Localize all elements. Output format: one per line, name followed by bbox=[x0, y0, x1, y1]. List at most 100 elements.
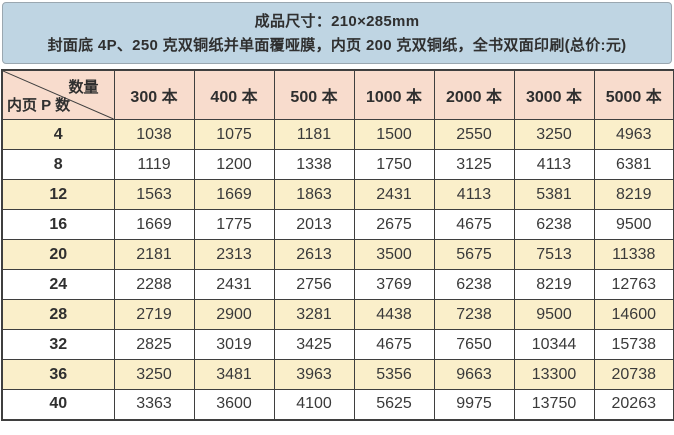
price-cell: 13300 bbox=[513, 359, 595, 390]
paper-spec-text: 封面底 4P、250 克双铜纸并单面覆哑膜，内页 200 克双铜纸，全书双面印刷… bbox=[47, 36, 627, 54]
price-cell: 2675 bbox=[353, 209, 435, 240]
price-cell: 1863 bbox=[273, 179, 355, 210]
column-header: 1000 本 bbox=[353, 69, 435, 120]
price-cell: 14600 bbox=[593, 299, 674, 330]
price-cell: 4675 bbox=[353, 329, 435, 360]
column-header: 3000 本 bbox=[513, 69, 595, 120]
price-cell: 3250 bbox=[113, 359, 195, 390]
row-header: 32 bbox=[1, 329, 115, 360]
price-cell: 10344 bbox=[513, 329, 595, 360]
price-cell: 4113 bbox=[433, 179, 515, 210]
price-cell: 2756 bbox=[273, 269, 355, 300]
price-cell: 1750 bbox=[353, 149, 435, 180]
price-cell: 6238 bbox=[513, 209, 595, 240]
row-header: 36 bbox=[1, 359, 115, 390]
price-cell: 9500 bbox=[513, 299, 595, 330]
pages-label: 内页 P 数 bbox=[7, 97, 71, 114]
column-header: 500 本 bbox=[273, 69, 355, 120]
price-cell: 20263 bbox=[593, 389, 674, 420]
price-cell: 8219 bbox=[593, 179, 674, 210]
price-cell: 2900 bbox=[193, 299, 275, 330]
price-cell: 1181 bbox=[273, 119, 355, 150]
price-cell: 1338 bbox=[273, 149, 355, 180]
price-cell: 2431 bbox=[193, 269, 275, 300]
price-cell: 3600 bbox=[193, 389, 275, 420]
column-header: 5000 本 bbox=[593, 69, 674, 120]
row-header: 40 bbox=[1, 389, 115, 420]
column-header: 2000 本 bbox=[433, 69, 515, 120]
price-cell: 3963 bbox=[273, 359, 355, 390]
table-row: 20 2181 2313 2613 3500 5675 7513 11338 bbox=[1, 239, 674, 270]
price-cell: 3250 bbox=[513, 119, 595, 150]
price-cell: 3425 bbox=[273, 329, 355, 360]
price-cell: 6381 bbox=[593, 149, 674, 180]
table-row: 8 1119 1200 1338 1750 3125 4113 6381 bbox=[1, 149, 674, 180]
price-cell: 11338 bbox=[593, 239, 674, 270]
price-cell: 1119 bbox=[113, 149, 195, 180]
price-cell: 5675 bbox=[433, 239, 515, 270]
row-header: 4 bbox=[1, 119, 115, 150]
table-row: 36 3250 3481 3963 5356 9663 13300 20738 bbox=[1, 359, 674, 390]
row-header: 24 bbox=[1, 269, 115, 300]
table-row: 12 1563 1669 1863 2431 4113 5381 8219 bbox=[1, 179, 674, 210]
price-cell: 9500 bbox=[593, 209, 674, 240]
price-cell: 13750 bbox=[513, 389, 595, 420]
column-header: 300 本 bbox=[113, 69, 195, 120]
price-cell: 1200 bbox=[193, 149, 275, 180]
price-cell: 3769 bbox=[353, 269, 435, 300]
price-cell: 9663 bbox=[433, 359, 515, 390]
price-cell: 1038 bbox=[113, 119, 195, 150]
row-header: 12 bbox=[1, 179, 115, 210]
price-cell: 2313 bbox=[193, 239, 275, 270]
price-cell: 7650 bbox=[433, 329, 515, 360]
price-cell: 3281 bbox=[273, 299, 355, 330]
price-cell: 1075 bbox=[193, 119, 275, 150]
price-cell: 1669 bbox=[113, 209, 195, 240]
table-row: 24 2288 2431 2756 3769 6238 8219 12763 bbox=[1, 269, 674, 300]
price-cell: 5381 bbox=[513, 179, 595, 210]
price-cell: 4100 bbox=[273, 389, 355, 420]
price-cell: 4675 bbox=[433, 209, 515, 240]
diagonal-divider-icon bbox=[3, 71, 114, 119]
price-cell: 2181 bbox=[113, 239, 195, 270]
price-cell: 4438 bbox=[353, 299, 435, 330]
price-cell: 2431 bbox=[353, 179, 435, 210]
price-cell: 20738 bbox=[593, 359, 674, 390]
column-header: 400 本 bbox=[193, 69, 275, 120]
price-cell: 7513 bbox=[513, 239, 595, 270]
table-body: 4 1038 1075 1181 1500 2550 3250 4963 8 1119 1200 13… bbox=[1, 119, 674, 420]
price-table: 数量 内页 P 数 300 本 400 本 500 本 1000 本 2000 本 300… bbox=[1, 69, 674, 421]
table-header-row: 数量 内页 P 数 300 本 400 本 500 本 1000 本 2000 本 300… bbox=[1, 69, 674, 120]
price-cell: 12763 bbox=[593, 269, 674, 300]
table-row: 40 3363 3600 4100 5625 9975 13750 20263 bbox=[1, 389, 674, 420]
quantity-label: 数量 bbox=[68, 79, 99, 96]
table-row: 16 1669 1775 2013 2675 4675 6238 9500 bbox=[1, 209, 674, 240]
price-cell: 1775 bbox=[193, 209, 275, 240]
row-header: 8 bbox=[1, 149, 115, 180]
table-row: 4 1038 1075 1181 1500 2550 3250 4963 bbox=[1, 119, 674, 150]
price-cell: 2613 bbox=[273, 239, 355, 270]
price-cell: 3481 bbox=[193, 359, 275, 390]
price-cell: 2719 bbox=[113, 299, 195, 330]
price-cell: 2825 bbox=[113, 329, 195, 360]
price-cell: 5356 bbox=[353, 359, 435, 390]
price-cell: 3363 bbox=[113, 389, 195, 420]
price-cell: 7238 bbox=[433, 299, 515, 330]
row-header: 28 bbox=[1, 299, 115, 330]
price-cell: 2288 bbox=[113, 269, 195, 300]
price-cell: 3019 bbox=[193, 329, 275, 360]
price-cell: 1500 bbox=[353, 119, 435, 150]
price-cell: 1669 bbox=[193, 179, 275, 210]
price-cell: 3500 bbox=[353, 239, 435, 270]
price-cell: 2550 bbox=[433, 119, 515, 150]
price-cell: 6238 bbox=[433, 269, 515, 300]
row-header: 20 bbox=[1, 239, 115, 270]
price-cell: 4113 bbox=[513, 149, 595, 180]
price-cell: 2013 bbox=[273, 209, 355, 240]
price-cell: 15738 bbox=[593, 329, 674, 360]
price-cell: 8219 bbox=[513, 269, 595, 300]
table-row: 28 2719 2900 3281 4438 7238 9500 14600 bbox=[1, 299, 674, 330]
price-cell: 5625 bbox=[353, 389, 435, 420]
price-cell: 4963 bbox=[593, 119, 674, 150]
